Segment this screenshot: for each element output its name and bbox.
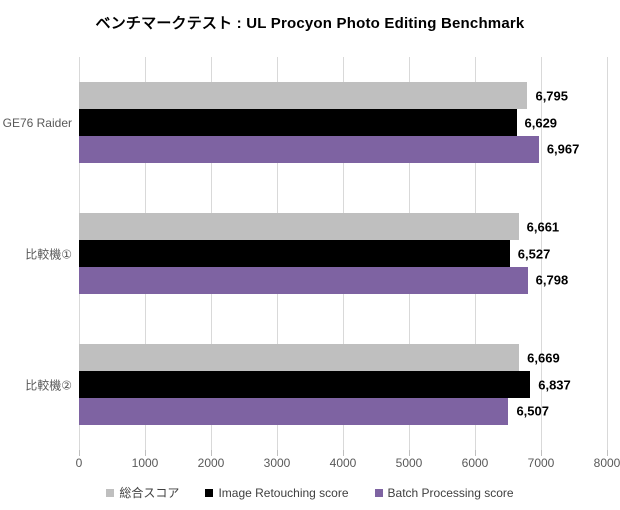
bar-series-1 [79,82,528,110]
value-label: 6,629 [524,115,558,130]
plot-area: 6,795 6,629 6,967 6,661 6,527 6,798 6,669 6,837… [79,57,608,456]
tick-mark-x-7000 [541,450,542,456]
value-label: 6,798 [535,272,569,288]
x-axis-tick-label: 0 [75,456,83,470]
tick-mark-x-4000 [343,450,344,456]
bar-series-2 [79,213,519,241]
bar-batch-processing-score-1 [79,135,539,163]
bar-batch-processing-score-3 [79,397,509,425]
category-label-1: GE76 Raider [2,115,72,130]
legend-item-batch-processing-score: Batch Processing score [374,485,514,500]
legend-swatch-icon [205,488,214,497]
gridline-x-8000 [607,57,608,450]
tick-mark-x-8000 [607,450,608,456]
legend-swatch-icon [106,488,115,497]
x-axis-tick-label: 7000 [527,456,555,470]
category-label-3: 比較機② [25,378,72,392]
legend-label: 総合スコア [119,486,180,500]
gridline-x-7000 [541,57,542,450]
bar-series-3 [79,344,520,372]
x-axis-tick-label: 5000 [395,456,423,470]
tick-mark-x-2000 [211,450,212,456]
value-label: 6,795 [535,88,569,104]
value-label: 6,669 [527,350,560,366]
value-label: 6,507 [516,403,549,419]
legend-label: Batch Processing score [387,485,514,500]
bar-image-retouching-score-1 [79,109,517,136]
x-axis-tick-label: 2000 [197,456,225,470]
value-label: 6,527 [517,246,551,261]
x-axis-tick-label: 4000 [329,456,357,470]
tick-mark-x-6000 [475,450,476,456]
value-label: 6,837 [538,377,571,392]
bar-batch-processing-score-2 [79,266,528,294]
chart-legend: 総合スコア Image Retouching score Batch Process… [0,484,620,501]
x-axis-tick-label: 3000 [263,456,291,470]
legend-swatch-icon [374,488,383,497]
value-label: 6,661 [526,219,560,235]
legend-item-series: 総合スコア [106,484,179,501]
bar-image-retouching-score-2 [79,240,510,267]
tick-mark-x-3000 [277,450,278,456]
bar-image-retouching-score-3 [79,371,531,398]
x-axis-tick-label: 8000 [593,456,620,470]
x-axis-tick-label: 6000 [461,456,489,470]
value-label: 6,967 [546,141,580,157]
tick-mark-x-5000 [409,450,410,456]
legend-label: Image Retouching score [218,485,349,500]
tick-mark-x-0 [79,450,80,456]
legend-item-image-retouching-score: Image Retouching score [205,485,349,500]
category-label-2: 比較機① [25,247,72,261]
tick-mark-x-1000 [145,450,146,456]
x-axis-tick-label: 1000 [131,456,159,470]
chart-title: ベンチマークテスト : UL Procyon Photo Editing Ben… [95,15,525,32]
